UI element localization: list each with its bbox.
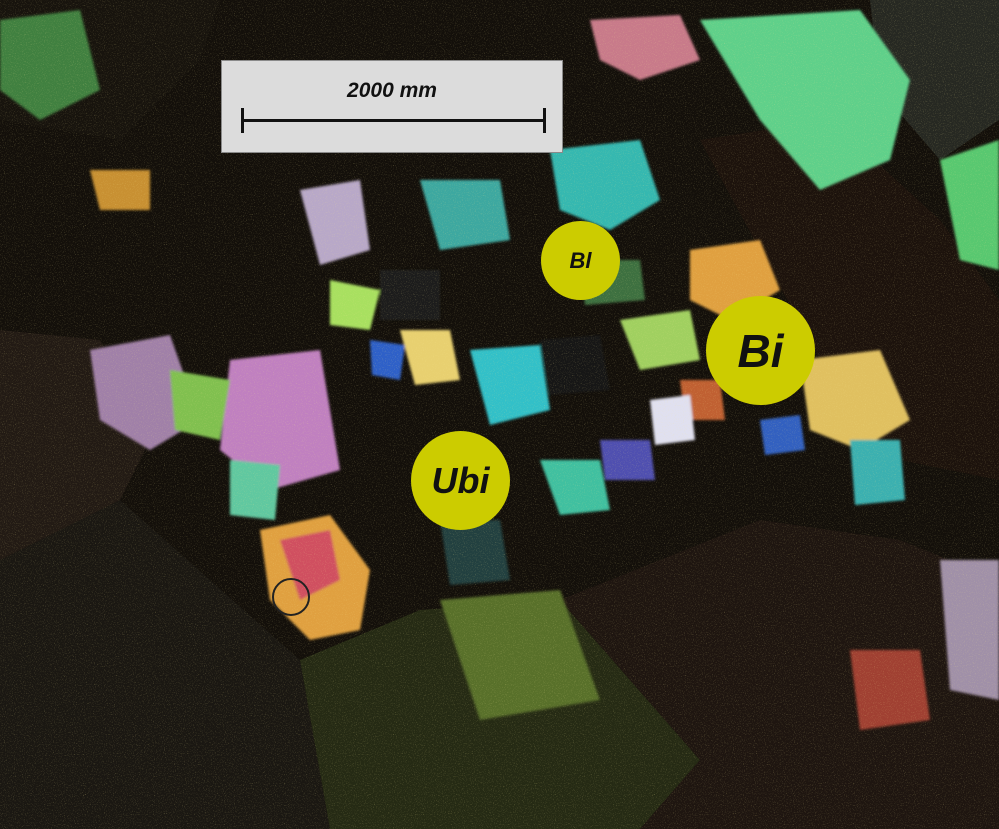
mineral-label-bi: Bi <box>706 296 815 405</box>
scale-bar-line <box>242 119 545 122</box>
scale-bar-box: 2000 mm <box>221 60 563 153</box>
scale-bar-tick-right <box>543 108 546 133</box>
mineral-label-ubi: Ubi <box>411 431 510 530</box>
scale-bar-label: 2000 mm <box>347 79 437 102</box>
scale-bar-tick-left <box>241 108 244 133</box>
mineral-label-bl: Bl <box>541 221 620 300</box>
bubble-ring <box>272 578 310 616</box>
